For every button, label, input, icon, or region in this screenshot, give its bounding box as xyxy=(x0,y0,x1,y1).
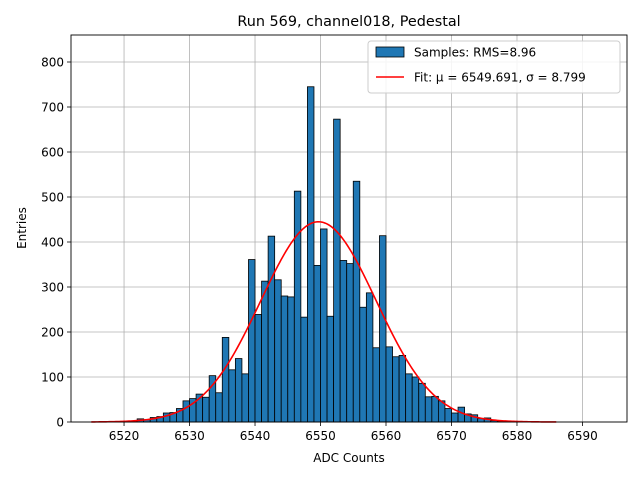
histogram-bar xyxy=(307,86,315,423)
y-tick-label: 0 xyxy=(56,415,64,429)
histogram-bar xyxy=(431,395,439,423)
x-tick-label: 6520 xyxy=(109,429,140,443)
histogram-bar xyxy=(385,346,393,423)
histogram-bar xyxy=(202,396,210,423)
histogram-bar xyxy=(182,400,190,423)
histogram-bar xyxy=(320,228,328,423)
histogram-bar xyxy=(418,382,426,423)
histogram-bar xyxy=(221,336,230,423)
grid-lines xyxy=(71,35,627,423)
histogram-bar xyxy=(248,259,256,423)
histogram-bar xyxy=(451,412,459,423)
histogram-bar xyxy=(444,408,452,423)
y-tick-label: 100 xyxy=(41,370,64,384)
histogram-bar xyxy=(241,373,249,423)
histogram-bar xyxy=(267,235,276,423)
histogram-bar xyxy=(411,376,420,423)
y-tick-label: 700 xyxy=(41,100,64,114)
histogram-bar xyxy=(392,356,400,423)
y-axis-label: Entries xyxy=(15,207,29,249)
histogram-bar xyxy=(405,373,413,423)
y-tick-label: 600 xyxy=(41,145,64,159)
histogram-bar xyxy=(365,292,374,423)
histogram-bar xyxy=(352,180,361,423)
x-tick-label: 6560 xyxy=(371,429,402,443)
legend-swatch-samples xyxy=(375,46,405,58)
histogram-bar xyxy=(339,260,348,423)
y-tick-label: 200 xyxy=(41,325,64,339)
histogram-bar xyxy=(313,264,321,423)
legend-box xyxy=(367,40,621,94)
gaussian-fit-line xyxy=(91,220,557,423)
histogram-bar xyxy=(293,190,302,423)
y-tick-label: 300 xyxy=(41,280,64,294)
y-tick-label: 400 xyxy=(41,235,64,249)
histogram-bar xyxy=(280,295,289,423)
x-tick-label: 6570 xyxy=(436,429,467,443)
histogram-bars xyxy=(110,86,531,423)
histogram-bar xyxy=(234,358,243,423)
legend-label-samples: Samples: RMS=8.96 xyxy=(414,46,536,60)
y-tick-label: 500 xyxy=(41,190,64,204)
x-axis-ticks: 6520 6530 6540 6550 6560 6570 6580 6590 xyxy=(109,422,598,443)
histogram-bar xyxy=(346,263,354,423)
histogram-bar xyxy=(215,392,223,423)
histogram-bar xyxy=(326,315,335,423)
x-tick-label: 6590 xyxy=(567,429,598,443)
x-tick-label: 6530 xyxy=(174,429,205,443)
x-tick-label: 6580 xyxy=(502,429,533,443)
histogram-bar xyxy=(379,235,387,423)
histogram-bar xyxy=(300,316,308,423)
chart-title: Run 569, channel018, Pedestal xyxy=(237,14,460,30)
histogram-bar xyxy=(359,306,367,423)
histogram-bar xyxy=(261,280,269,423)
legend-label-fit: Fit: μ = 6549.691, σ = 8.799 xyxy=(414,71,586,85)
x-axis-label: ADC Counts xyxy=(313,451,385,465)
legend: Samples: RMS=8.96 Fit: μ = 6549.691, σ =… xyxy=(367,40,621,94)
histogram-bar xyxy=(274,279,282,423)
y-tick-label: 800 xyxy=(41,55,64,69)
histogram-bar xyxy=(287,296,295,423)
x-tick-label: 6540 xyxy=(240,429,271,443)
x-tick-label: 6550 xyxy=(305,429,336,443)
histogram-bar xyxy=(372,347,380,423)
histogram-bar xyxy=(398,354,407,423)
plot-frame xyxy=(70,34,628,423)
histogram-bar xyxy=(228,369,236,423)
histogram-bar xyxy=(457,406,465,423)
y-axis-ticks: 0 100 200 300 400 500 600 700 800 xyxy=(41,55,71,429)
histogram-bar xyxy=(333,118,341,423)
histogram-bar xyxy=(424,396,433,423)
histogram-bar xyxy=(254,314,262,423)
